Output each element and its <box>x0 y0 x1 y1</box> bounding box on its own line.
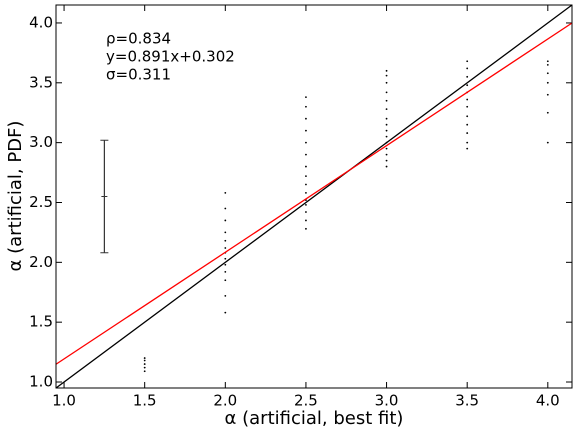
x-tick-label: 1.0 <box>52 392 76 410</box>
point <box>224 207 227 210</box>
point <box>466 147 469 150</box>
point <box>224 247 227 249</box>
point <box>305 165 307 168</box>
point <box>385 129 388 132</box>
point <box>546 72 549 75</box>
point <box>224 279 227 282</box>
point <box>305 105 307 108</box>
annotation: ρ=0.834 <box>106 30 171 48</box>
point <box>466 132 469 134</box>
point <box>305 153 307 156</box>
y-tick-label: 1.0 <box>29 373 53 391</box>
point <box>385 135 388 138</box>
point <box>305 117 307 120</box>
point <box>466 84 469 87</box>
point <box>546 60 549 63</box>
x-tick-label: 3.5 <box>455 392 479 410</box>
point <box>385 74 388 77</box>
y-tick-label: 3.0 <box>29 133 53 151</box>
point <box>466 115 469 118</box>
point <box>224 271 227 273</box>
point <box>143 357 146 359</box>
annotation: y=0.891x+0.302 <box>106 48 235 66</box>
y-tick-label: 2.5 <box>29 193 53 211</box>
point <box>224 263 227 266</box>
point <box>305 175 307 178</box>
x-tick-label: 2.5 <box>294 392 318 410</box>
point <box>143 363 146 365</box>
point <box>385 153 388 156</box>
point <box>305 203 307 206</box>
point <box>224 231 227 234</box>
point <box>224 239 227 242</box>
point <box>305 211 307 213</box>
point <box>385 165 388 168</box>
point <box>385 123 388 126</box>
point <box>546 81 549 84</box>
point <box>385 91 388 94</box>
point <box>224 294 227 297</box>
point <box>224 192 227 194</box>
point <box>466 98 469 101</box>
point <box>546 93 549 96</box>
point <box>466 60 469 63</box>
point <box>385 117 388 120</box>
point <box>305 129 307 132</box>
x-tick-label: 3.0 <box>375 392 399 410</box>
point <box>385 81 388 84</box>
y-tick-label: 3.5 <box>29 73 53 91</box>
point <box>305 227 307 230</box>
point <box>466 105 469 108</box>
x-tick-label: 1.5 <box>133 392 157 410</box>
point <box>224 311 227 314</box>
point <box>224 257 227 260</box>
y-tick-label: 2.0 <box>29 253 53 271</box>
y-tick-label: 1.5 <box>29 313 53 331</box>
trend-line <box>56 22 572 365</box>
point <box>385 108 388 111</box>
annotation: σ=0.311 <box>106 66 171 84</box>
y-axis-label: α (artificial, PDF) <box>5 121 26 272</box>
point <box>305 96 307 99</box>
point <box>143 359 146 362</box>
x-tick-label: 2.0 <box>213 392 237 410</box>
point <box>305 141 307 144</box>
x-tick-label: 4.0 <box>536 392 560 410</box>
point <box>466 67 469 70</box>
point <box>143 370 146 373</box>
point <box>546 141 549 144</box>
point <box>385 69 388 72</box>
point <box>305 219 307 222</box>
point <box>466 123 469 126</box>
point <box>385 159 388 162</box>
plot-frame <box>55 4 573 389</box>
x-axis-label: α (artificial, best fit) <box>225 408 404 429</box>
trend-line <box>56 5 572 388</box>
point <box>546 63 549 66</box>
point <box>466 141 469 144</box>
point <box>385 147 388 150</box>
point <box>143 366 146 369</box>
point <box>305 183 307 186</box>
y-tick-label: 4.0 <box>29 13 53 31</box>
point <box>385 99 388 102</box>
point <box>224 219 227 222</box>
point <box>546 111 549 114</box>
point <box>305 192 307 194</box>
point <box>466 75 469 78</box>
